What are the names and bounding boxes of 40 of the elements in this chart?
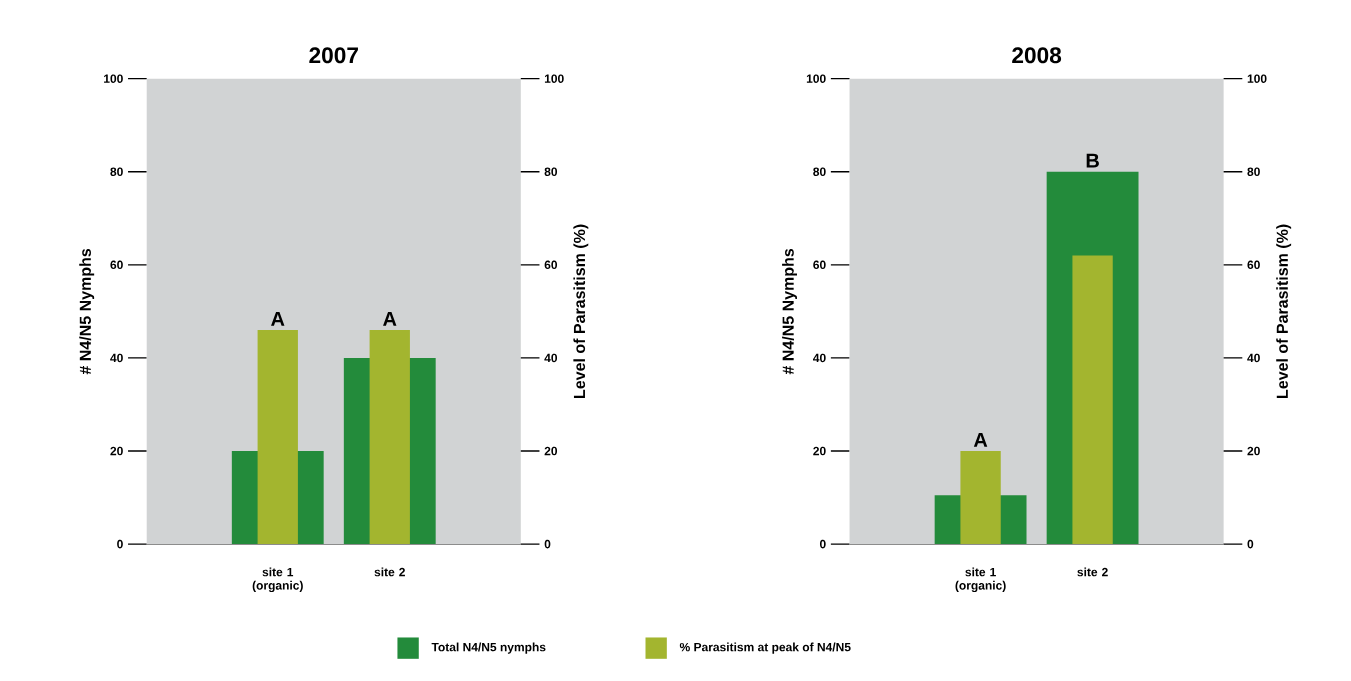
y2-tick-label: 0 [544,539,551,549]
y-tick-label: 0 [819,539,826,549]
y2-tick-label: 60 [544,260,558,269]
y2-axis-title: Level of Parasitism (%) [1276,224,1292,398]
y-axis-title: # N4/N5 Nymphs [782,248,797,375]
y2-tick-label: 40 [544,353,558,362]
y2-tick-label: 80 [1247,167,1260,176]
chart-title: 2008 [1012,47,1062,64]
x-tick-label: site 2 [374,567,405,577]
annotation: B [1086,153,1099,168]
y2-tick-label: 20 [544,446,558,456]
y-tick-label: 40 [813,353,826,362]
y-tick-label: 20 [110,446,123,456]
x-tick-label: site 1 (organic) [252,567,303,592]
legend-label: Total N4/N5 nymphs [431,642,546,654]
legend-label: % Parasitism at peak of N4/N5 [679,642,851,654]
chart-title: 2007 [309,47,358,64]
y-tick-label: 80 [110,167,123,176]
y2-axis-title: Level of Parasitism (%) [573,224,589,398]
y-tick-label: 20 [813,446,826,456]
annotation: A [973,432,988,447]
y-tick-label: 100 [104,74,123,83]
y-tick-label: 60 [110,260,123,269]
y2-tick-label: 0 [1247,539,1254,549]
x-tick-label: site 2 [1077,567,1108,577]
y-tick-label: 100 [806,74,826,83]
annotation: A [383,311,397,326]
y-tick-label: 60 [813,260,826,269]
y2-tick-label: 100 [544,74,564,83]
annotation: A [271,311,285,326]
y2-tick-label: 60 [1247,260,1260,269]
y-axis-title: # N4/N5 Nymphs [79,248,95,375]
x-tick-label: site 1 (organic) [955,567,1006,592]
y2-tick-label: 20 [1247,446,1260,456]
y2-tick-label: 100 [1247,74,1267,83]
y2-tick-label: 80 [544,167,558,176]
y-tick-label: 40 [110,353,123,362]
y2-tick-label: 40 [1247,353,1260,362]
y-tick-label: 0 [117,539,123,549]
y-tick-label: 80 [813,167,826,176]
